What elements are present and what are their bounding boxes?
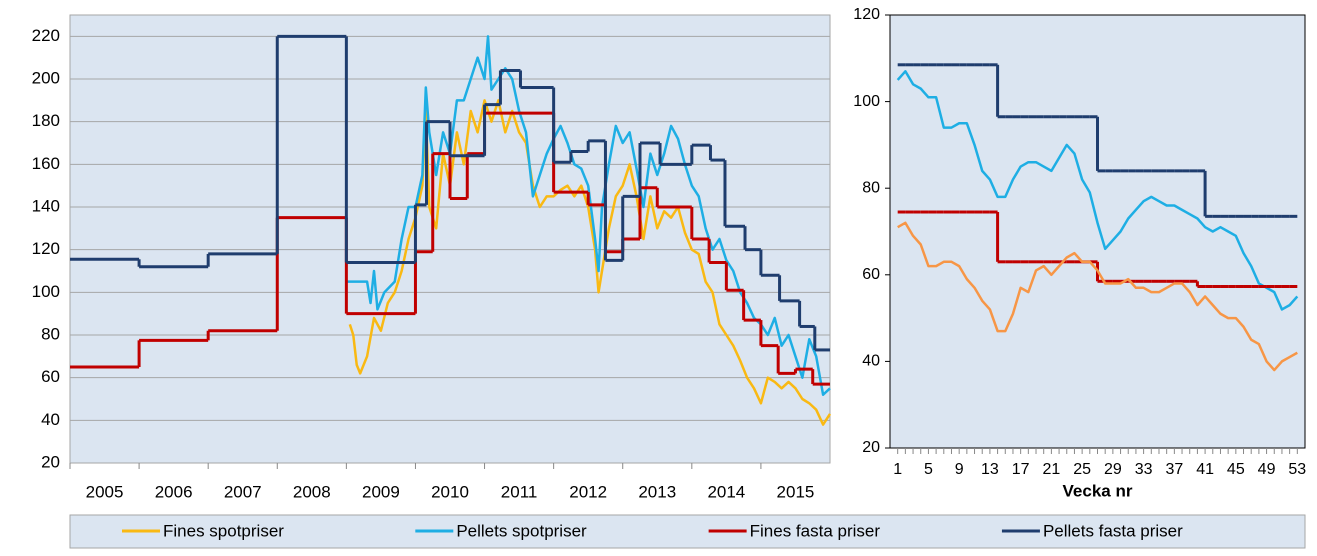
series-line — [897, 221, 1298, 372]
legend-box — [69, 514, 1306, 549]
y-tick-label: 60 — [862, 266, 880, 283]
x-tick-label: 2015 — [777, 482, 815, 501]
y-tick-label: 60 — [41, 367, 60, 386]
y-tick-label: 100 — [32, 282, 60, 301]
x-axis-label: Vecka nr — [1063, 481, 1133, 500]
x-tick-label: 9 — [955, 461, 964, 478]
legend-label: Fines spotpriser — [163, 521, 284, 540]
x-tick-label: 5 — [924, 461, 933, 478]
x-tick-label: 21 — [1042, 461, 1060, 478]
y-tick-label: 80 — [41, 324, 60, 343]
x-tick-label: 2005 — [86, 482, 124, 501]
y-tick-label: 180 — [32, 111, 60, 130]
x-tick-label: 33 — [1135, 461, 1153, 478]
x-tick-label: 2009 — [362, 482, 400, 501]
x-tick-label: 2011 — [501, 482, 538, 501]
series-line — [346, 35, 831, 396]
x-tick-label: 17 — [1012, 461, 1030, 478]
plot-area — [889, 14, 1306, 449]
legend-label: Pellets fasta priser — [1043, 521, 1183, 540]
y-tick-label: 120 — [853, 6, 880, 23]
x-tick-label: 1 — [893, 461, 902, 478]
x-tick-label: 2006 — [155, 482, 193, 501]
x-tick-label: 2010 — [431, 482, 469, 501]
x-tick-label: 25 — [1073, 461, 1091, 478]
x-tick-label: 2007 — [224, 482, 262, 501]
y-tick-label: 200 — [32, 68, 60, 87]
x-tick-label: 13 — [981, 461, 999, 478]
x-tick-label: 29 — [1104, 461, 1122, 478]
legend-label: Fines fasta priser — [750, 521, 881, 540]
y-tick-label: 140 — [32, 196, 60, 215]
series-line — [896, 70, 1299, 311]
x-tick-label: 2014 — [707, 482, 745, 501]
x-tick-label: 2012 — [569, 482, 607, 501]
x-tick-label: 41 — [1196, 461, 1214, 478]
x-tick-label: 45 — [1227, 461, 1245, 478]
plot-area — [69, 14, 831, 464]
y-tick-label: 20 — [41, 452, 60, 471]
y-tick-label: 80 — [862, 179, 880, 196]
x-tick-label: 37 — [1165, 461, 1183, 478]
y-tick-label: 160 — [32, 154, 60, 173]
y-tick-label: 20 — [862, 439, 880, 456]
x-tick-label: 49 — [1258, 461, 1276, 478]
x-tick-label: 53 — [1288, 461, 1306, 478]
x-tick-label: 2013 — [638, 482, 676, 501]
y-tick-label: 40 — [862, 353, 880, 370]
y-tick-label: 100 — [853, 93, 880, 110]
y-tick-label: 220 — [32, 26, 60, 45]
x-tick-label: 2008 — [293, 482, 331, 501]
y-tick-label: 120 — [32, 239, 60, 258]
legend-label: Pellets spotpriser — [456, 521, 587, 540]
y-tick-label: 40 — [41, 410, 60, 429]
